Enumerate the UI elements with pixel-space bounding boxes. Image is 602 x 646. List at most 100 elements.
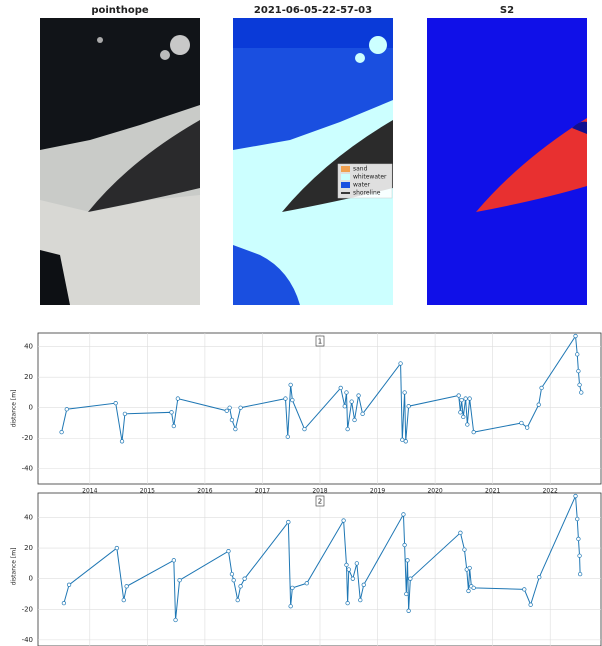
data-point bbox=[286, 435, 290, 439]
panel-title: S2 bbox=[500, 5, 514, 16]
data-point bbox=[353, 418, 357, 422]
data-point bbox=[303, 427, 307, 431]
classified-image bbox=[233, 18, 393, 305]
data-point bbox=[114, 401, 118, 405]
data-point bbox=[345, 391, 349, 395]
data-point bbox=[239, 406, 243, 410]
data-point bbox=[357, 394, 361, 398]
data-point bbox=[579, 391, 583, 395]
data-point bbox=[405, 592, 409, 596]
data-point bbox=[305, 581, 309, 585]
data-point bbox=[346, 427, 350, 431]
data-point bbox=[464, 397, 468, 401]
data-point bbox=[407, 609, 411, 613]
data-point bbox=[537, 403, 541, 407]
data-point bbox=[60, 430, 64, 434]
data-point bbox=[472, 430, 476, 434]
legend-swatch bbox=[341, 174, 350, 180]
data-point bbox=[236, 598, 240, 602]
data-point bbox=[578, 572, 582, 576]
data-point bbox=[355, 562, 359, 566]
data-point bbox=[468, 566, 472, 570]
data-point bbox=[289, 604, 293, 608]
data-point bbox=[578, 554, 582, 558]
legend-label: sand bbox=[353, 166, 368, 173]
plot-area bbox=[38, 493, 601, 646]
y-tick-label: 20 bbox=[24, 373, 33, 381]
data-point bbox=[525, 426, 529, 430]
data-point bbox=[67, 583, 71, 587]
legend-label: shoreline bbox=[353, 190, 381, 197]
data-point bbox=[574, 334, 578, 338]
data-point bbox=[243, 577, 247, 581]
data-point bbox=[287, 520, 291, 524]
data-point bbox=[176, 397, 180, 401]
panel-title: 2021-06-05-22-57-03 bbox=[254, 5, 372, 16]
data-point bbox=[462, 415, 466, 419]
data-point bbox=[466, 423, 470, 427]
data-point bbox=[463, 548, 467, 552]
y-tick-label: 20 bbox=[24, 544, 33, 552]
data-point bbox=[459, 411, 463, 415]
data-point bbox=[537, 575, 541, 579]
data-point bbox=[472, 586, 476, 590]
data-point bbox=[540, 386, 544, 390]
y-tick-label: 40 bbox=[24, 343, 33, 351]
data-point bbox=[407, 404, 411, 408]
data-point bbox=[239, 585, 243, 589]
legend-swatch bbox=[341, 166, 350, 172]
legend-swatch bbox=[341, 182, 350, 188]
plot-area bbox=[38, 333, 601, 484]
data-point bbox=[230, 572, 234, 576]
y-tick-label: 40 bbox=[24, 513, 33, 521]
data-point bbox=[467, 589, 471, 593]
s2-image bbox=[427, 18, 587, 305]
data-point bbox=[228, 406, 232, 410]
data-point bbox=[65, 407, 69, 411]
data-point bbox=[291, 586, 295, 590]
data-point bbox=[358, 598, 362, 602]
data-point bbox=[227, 549, 231, 553]
data-point bbox=[342, 519, 346, 523]
data-point bbox=[347, 568, 351, 572]
data-point bbox=[400, 438, 404, 442]
data-point bbox=[523, 588, 527, 592]
data-point bbox=[62, 601, 66, 605]
y-tick-label: 0 bbox=[29, 404, 33, 412]
data-point bbox=[350, 400, 354, 404]
data-point bbox=[115, 546, 119, 550]
data-point bbox=[232, 578, 236, 582]
figure: pointhope sandwhitewaterwatershoreline 2… bbox=[0, 0, 602, 646]
data-point bbox=[403, 543, 407, 547]
data-point bbox=[406, 559, 410, 563]
y-axis-label: distance [m] bbox=[11, 548, 18, 586]
data-point bbox=[575, 353, 579, 357]
data-point bbox=[284, 397, 288, 401]
panel-title: pointhope bbox=[91, 5, 149, 16]
chart-label: 2 bbox=[318, 498, 322, 506]
data-point bbox=[122, 598, 126, 602]
data-point bbox=[125, 585, 129, 589]
data-point bbox=[402, 513, 406, 517]
data-point bbox=[404, 439, 408, 443]
data-point bbox=[529, 603, 533, 607]
data-point bbox=[120, 439, 124, 443]
data-point bbox=[339, 386, 343, 390]
data-point bbox=[234, 427, 238, 431]
satellite-image bbox=[40, 18, 200, 305]
y-tick-label: -40 bbox=[22, 636, 33, 644]
y-tick-label: -20 bbox=[22, 605, 33, 613]
y-tick-label: -20 bbox=[22, 434, 33, 442]
legend-label: whitewater bbox=[353, 174, 387, 181]
data-point bbox=[230, 418, 234, 422]
data-point bbox=[178, 578, 182, 582]
data-point bbox=[225, 409, 229, 413]
data-point bbox=[468, 397, 472, 401]
data-point bbox=[399, 362, 403, 366]
data-point bbox=[343, 404, 347, 408]
data-point bbox=[577, 369, 581, 373]
data-point bbox=[409, 577, 413, 581]
data-point bbox=[574, 494, 578, 498]
y-tick-label: 0 bbox=[29, 575, 33, 583]
